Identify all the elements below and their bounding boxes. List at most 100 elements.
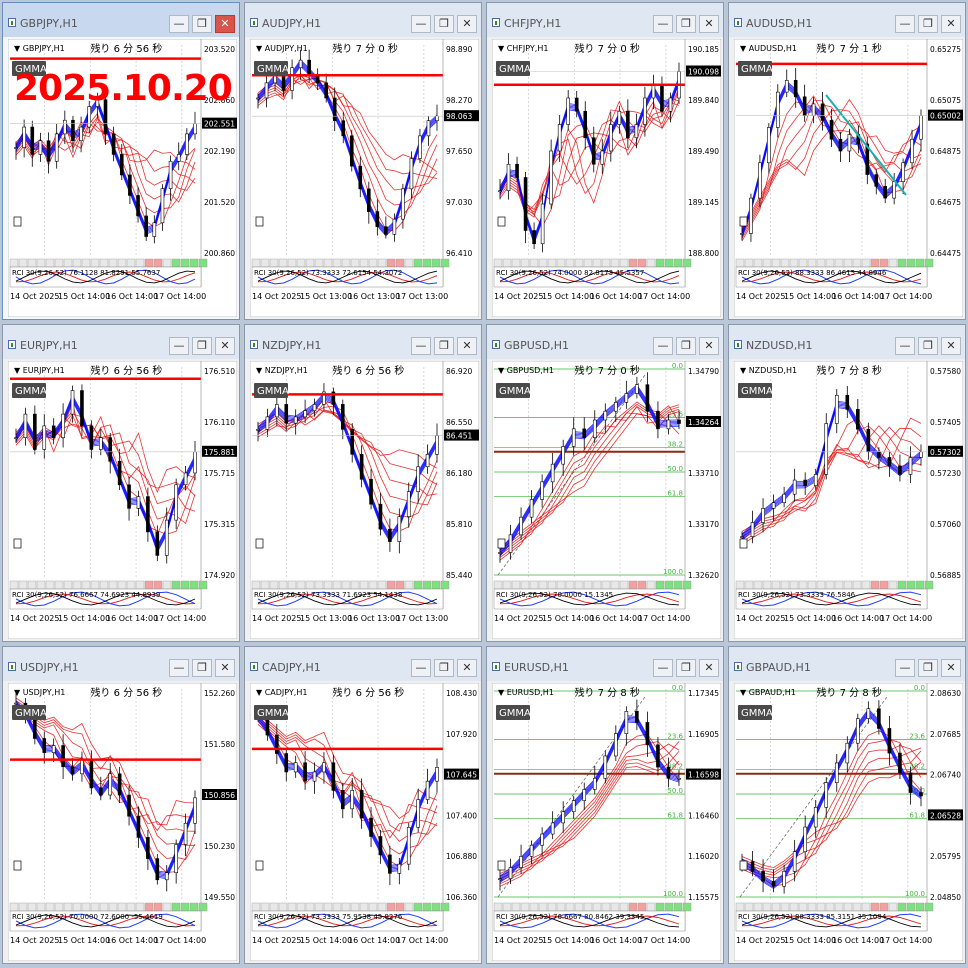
candle-body bbox=[79, 126, 83, 142]
close-button[interactable]: ✕ bbox=[941, 15, 961, 33]
minimize-button[interactable]: — bbox=[895, 337, 915, 355]
window-titlebar[interactable]: EURUSD,H1 — ❐ ✕ bbox=[487, 647, 723, 681]
price-tick-label: 0.65075 bbox=[930, 96, 961, 105]
trade-tool-button bbox=[296, 258, 306, 268]
maximize-button[interactable]: ❐ bbox=[192, 15, 212, 33]
maximize-button[interactable]: ❐ bbox=[434, 15, 454, 33]
window-titlebar[interactable]: AUDJPY,H1 — ❐ ✕ bbox=[245, 3, 481, 37]
maximize-button[interactable]: ❐ bbox=[676, 337, 696, 355]
close-button[interactable]: ✕ bbox=[699, 15, 719, 33]
window-titlebar[interactable]: CHFJPY,H1 — ❐ ✕ bbox=[487, 3, 723, 37]
candle-body bbox=[303, 762, 307, 782]
window-title: CHFJPY,H1 bbox=[504, 17, 562, 30]
window-titlebar[interactable]: EURJPY,H1 — ❐ ✕ bbox=[3, 325, 239, 359]
minimize-button[interactable]: — bbox=[653, 659, 673, 677]
close-button[interactable]: ✕ bbox=[215, 659, 235, 677]
chart-window-eurusd[interactable]: EURUSD,H1 — ❐ ✕ 0.0 23.6 38.2 50.0 61.8 100.0 1.17… bbox=[486, 646, 724, 964]
close-button[interactable]: ✕ bbox=[699, 337, 719, 355]
close-button[interactable]: ✕ bbox=[941, 659, 961, 677]
close-button[interactable]: ✕ bbox=[215, 15, 235, 33]
window-titlebar[interactable]: GBPJPY,H1 — ❐ ✕ bbox=[3, 3, 239, 37]
maximize-button[interactable]: ❐ bbox=[434, 337, 454, 355]
trade-tool-button bbox=[45, 258, 55, 268]
maximize-button[interactable]: ❐ bbox=[192, 659, 212, 677]
chart-area[interactable]: 203.520 202.860 202.190 201.520 200.860 202.5… bbox=[8, 39, 237, 317]
trade-tool-button bbox=[395, 902, 405, 912]
chart-window-gbpaud[interactable]: GBPAUD,H1— ❐ ✕ 0.0 23.6 38.2 50.0 61.8 100.0 2.08… bbox=[728, 646, 966, 964]
chart-window-chfjpy[interactable]: CHFJPY,H1 — ❐ ✕ 190.185 189.840 189.490 189.145… bbox=[486, 2, 724, 320]
price-tick-label: 96.410 bbox=[446, 249, 472, 258]
chart-area[interactable]: 86.920 86.550 86.180 85.810 85.440 86.451 ▼ NZ… bbox=[250, 361, 479, 639]
bar-countdown: 残り 7 分 8 秒 bbox=[816, 686, 881, 699]
chart-window-gbpusd[interactable]: GBPUSD,H1 — ❐ ✕ 0.0 23.6 38.2 50.0 61.8 100.0 1.34… bbox=[486, 324, 724, 642]
current-price-box bbox=[686, 65, 721, 77]
maximize-button[interactable]: ❐ bbox=[676, 15, 696, 33]
maximize-button[interactable]: ❐ bbox=[676, 659, 696, 677]
chart-window-eurjpy[interactable]: EURJPY,H1 — ❐ ✕ 176.510 176.110 175.715 175.315… bbox=[2, 324, 240, 642]
close-button[interactable]: ✕ bbox=[215, 337, 235, 355]
minimize-button[interactable]: — bbox=[169, 659, 189, 677]
maximize-button[interactable]: ❐ bbox=[918, 659, 938, 677]
close-button[interactable]: ✕ bbox=[457, 337, 477, 355]
minimize-button[interactable]: — bbox=[653, 337, 673, 355]
maximize-button[interactable]: ❐ bbox=[918, 337, 938, 355]
chart-window-gbpjpy[interactable]: GBPJPY,H1 — ❐ ✕ 203.520 202.860 202.190 201.520… bbox=[2, 2, 240, 320]
minimize-button[interactable]: — bbox=[895, 659, 915, 677]
maximize-button[interactable]: ❐ bbox=[192, 337, 212, 355]
chart-window-icon bbox=[492, 18, 500, 27]
rci-mid-line bbox=[499, 593, 680, 605]
trade-tool-button bbox=[619, 258, 629, 268]
chart-area[interactable]: 98.890 98.270 97.650 97.030 96.410 98.063 ▼ AU… bbox=[250, 39, 479, 317]
maximize-button[interactable]: ❐ bbox=[918, 15, 938, 33]
window-titlebar[interactable]: NZDJPY,H1 — ❐ ✕ bbox=[245, 325, 481, 359]
chart-area[interactable]: 0.0 23.6 38.2 50.0 61.8 100.0 2.08630 2.07685 2.… bbox=[734, 683, 963, 961]
candle-body bbox=[566, 97, 570, 125]
window-titlebar[interactable]: USDJPY,H1 — ❐ ✕ bbox=[3, 647, 239, 681]
chart-window-audjpy[interactable]: AUDJPY,H1 — ❐ ✕ 98.890 98.270 97.650 97.030 96.4… bbox=[244, 2, 482, 320]
chart-window-usdjpy[interactable]: USDJPY,H1 — ❐ ✕ 152.260 151.580 150.856 150.230… bbox=[2, 646, 240, 964]
close-button[interactable]: ✕ bbox=[457, 15, 477, 33]
window-titlebar[interactable]: GBPAUD,H1 — ❐ ✕ bbox=[729, 647, 965, 681]
window-titlebar[interactable]: GBPUSD,H1 — ❐ ✕ bbox=[487, 325, 723, 359]
chart-area[interactable]: 0.65275 0.65075 0.64875 0.64675 0.64475 0.650… bbox=[734, 39, 963, 317]
chart-window-cadjpy[interactable]: CADJPY,H1 — ❐ ✕ 108.430 107.920 107.645 107.400… bbox=[244, 646, 482, 964]
maximize-button[interactable]: ❐ bbox=[434, 659, 454, 677]
chart-window-nzdjpy[interactable]: NZDJPY,H1 — ❐ ✕ 86.920 86.550 86.180 85.810 85.4… bbox=[244, 324, 482, 642]
window-titlebar[interactable]: CADJPY,H1 — ❐ ✕ bbox=[245, 647, 481, 681]
chart-area[interactable]: 176.510 176.110 175.715 175.315 174.920 175.8… bbox=[8, 361, 237, 639]
chart-area[interactable]: 0.0 23.6 38.2 50.0 61.8 100.0 1.34790 1.34264 1.… bbox=[492, 361, 721, 639]
current-price-label: 175.881 bbox=[204, 448, 235, 457]
chart-area[interactable]: 152.260 151.580 150.856 150.230 149.550 ▼ USD… bbox=[8, 683, 237, 961]
window-titlebar[interactable]: AUDUSD,H1 — ❐ ✕ bbox=[729, 3, 965, 37]
close-button[interactable]: ✕ bbox=[699, 659, 719, 677]
trade-tool-button bbox=[171, 580, 181, 590]
chart-area[interactable]: 108.430 107.920 107.645 107.400 106.880 106.3… bbox=[250, 683, 479, 961]
minimize-button[interactable]: — bbox=[169, 337, 189, 355]
bar-countdown: 残り 6 分 56 秒 bbox=[90, 364, 162, 377]
price-tick-label: 176.510 bbox=[204, 367, 235, 376]
chart-window-audusd[interactable]: AUDUSD,H1 — ❐ ✕ 0.65275 0.65075 0.64875 0.64675… bbox=[728, 2, 966, 320]
trade-tool-button bbox=[27, 580, 37, 590]
close-button[interactable]: ✕ bbox=[457, 659, 477, 677]
minimize-button[interactable]: — bbox=[653, 15, 673, 33]
close-button[interactable]: ✕ bbox=[941, 337, 961, 355]
trade-tool-button bbox=[915, 580, 925, 590]
window-titlebar[interactable]: NZDUSD,H1 — ❐ ✕ bbox=[729, 325, 965, 359]
chart-area[interactable]: 0.0 23.6 38.2 50.0 61.8 100.0 1.17345 1.16905 1.… bbox=[492, 683, 721, 961]
candle-body bbox=[624, 393, 629, 403]
minimize-button[interactable]: — bbox=[411, 659, 431, 677]
candle-body bbox=[33, 716, 37, 739]
price-chart-svg: 152.260 151.580 150.856 150.230 149.550 ▼ USD… bbox=[8, 683, 237, 961]
cyan-trendline bbox=[825, 94, 907, 196]
trade-tool-button bbox=[601, 902, 611, 912]
rci-long-line bbox=[741, 592, 922, 606]
chart-area[interactable]: 190.185 189.840 189.490 189.145 188.800 190.0… bbox=[492, 39, 721, 317]
minimize-button[interactable]: — bbox=[895, 15, 915, 33]
chart-area[interactable]: 0.57580 0.57405 0.57230 0.57060 0.56885 0.573… bbox=[734, 361, 963, 639]
minimize-button[interactable]: — bbox=[411, 337, 431, 355]
minimize-button[interactable]: — bbox=[411, 15, 431, 33]
chart-window-nzdusd[interactable]: NZDUSD,H1 — ❐ ✕ 0.57580 0.57405 0.57230 0.57060… bbox=[728, 324, 966, 642]
minimize-button[interactable]: — bbox=[169, 15, 189, 33]
oscillator-label: RCI 30(9,26,52) 70.0000 15.1345 bbox=[496, 591, 613, 599]
current-price-box bbox=[202, 117, 237, 129]
